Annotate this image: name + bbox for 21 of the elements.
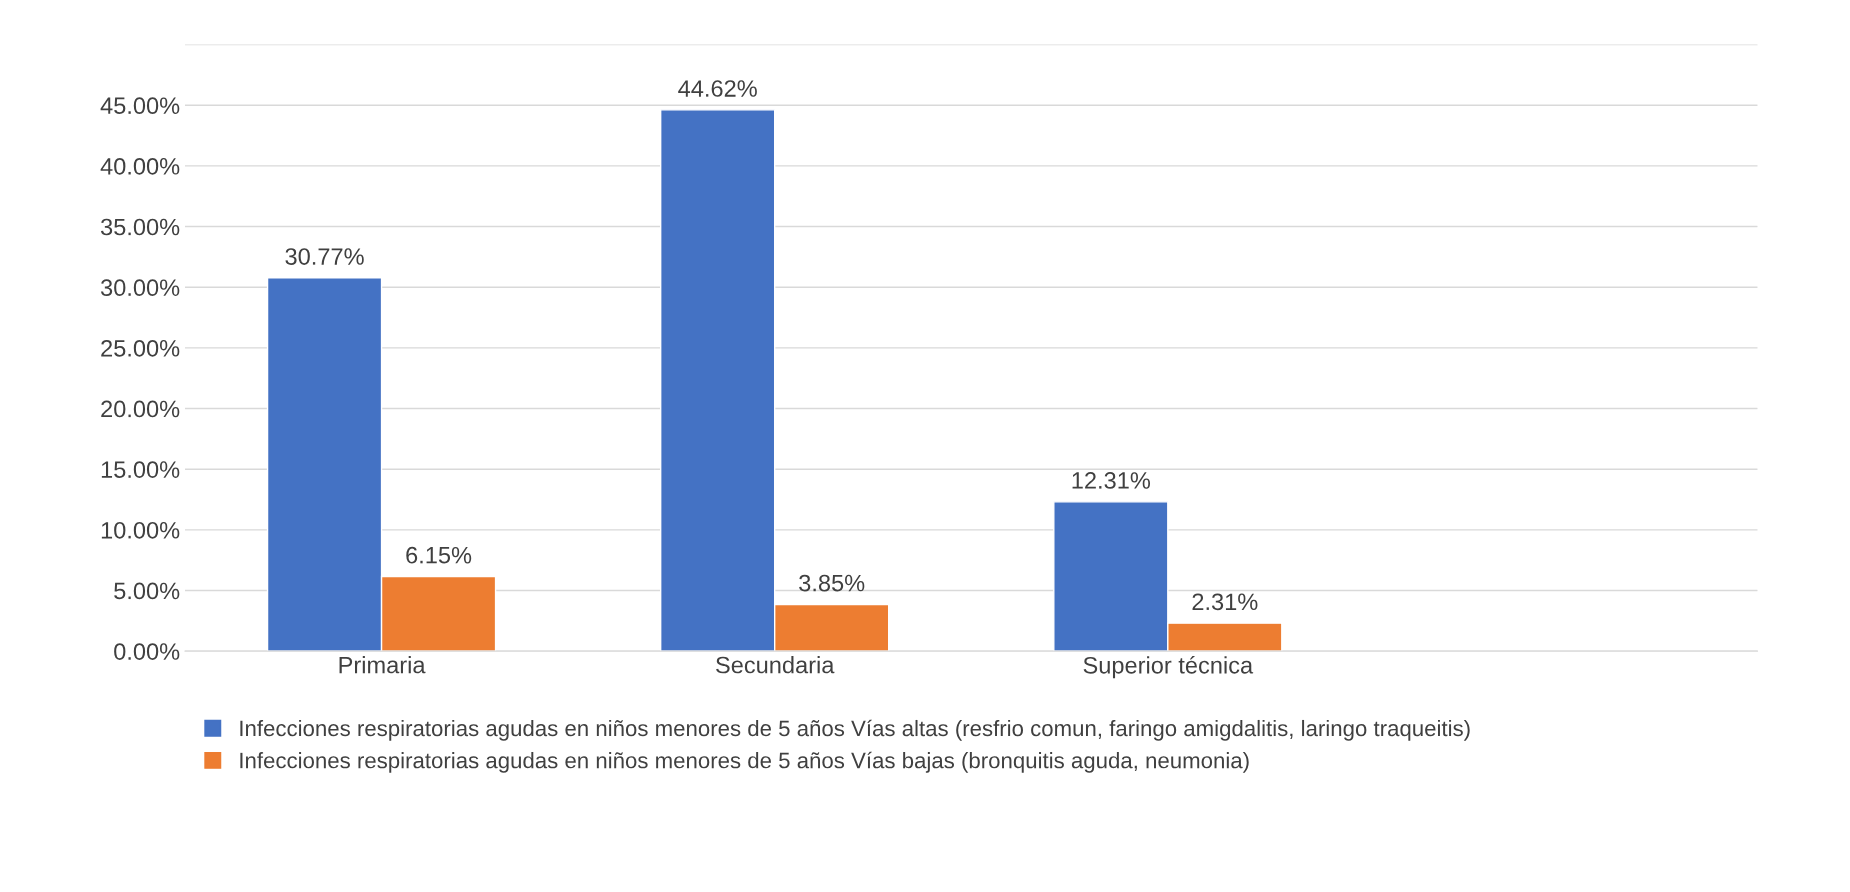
y-tick-label: 5.00% (114, 582, 180, 600)
y-tick-label: 0.00% (114, 643, 180, 660)
data-label: 2.31% (1192, 593, 1258, 611)
x-tick-label: Superior técnica (1083, 656, 1254, 679)
y-tick-label: 15.00% (101, 461, 180, 478)
data-label: 30.77% (285, 248, 364, 265)
legend-label: Infecciones respiratorias agudas en niños menores de 5 años Vías altas (resfrio comun, faringo amigdalitis, laringo traqueitis) (240, 719, 1470, 741)
x-tick-label: Primaria (339, 656, 426, 674)
x-tick-label: Secundaria (716, 656, 835, 674)
data-label: 3.85% (799, 574, 865, 592)
legend-label: Infecciones respiratorias agudas en niños menores de 5 años Vías bajas (bronquitis aguda, neumonia) (240, 751, 1249, 773)
y-tick-label: 35.00% (100, 218, 180, 236)
data-label: 44.62% (678, 80, 757, 97)
data-label: 12.31% (1072, 472, 1151, 489)
y-tick-label: 30.00% (100, 279, 180, 297)
y-tick-label: 40.00% (100, 157, 180, 175)
y-tick-label: 20.00% (101, 400, 180, 418)
y-tick-label: 25.00% (101, 339, 180, 357)
y-tick-label: 10.00% (101, 521, 180, 539)
y-tick-label: 45.00% (100, 97, 180, 115)
data-label: 6.15% (406, 546, 472, 564)
